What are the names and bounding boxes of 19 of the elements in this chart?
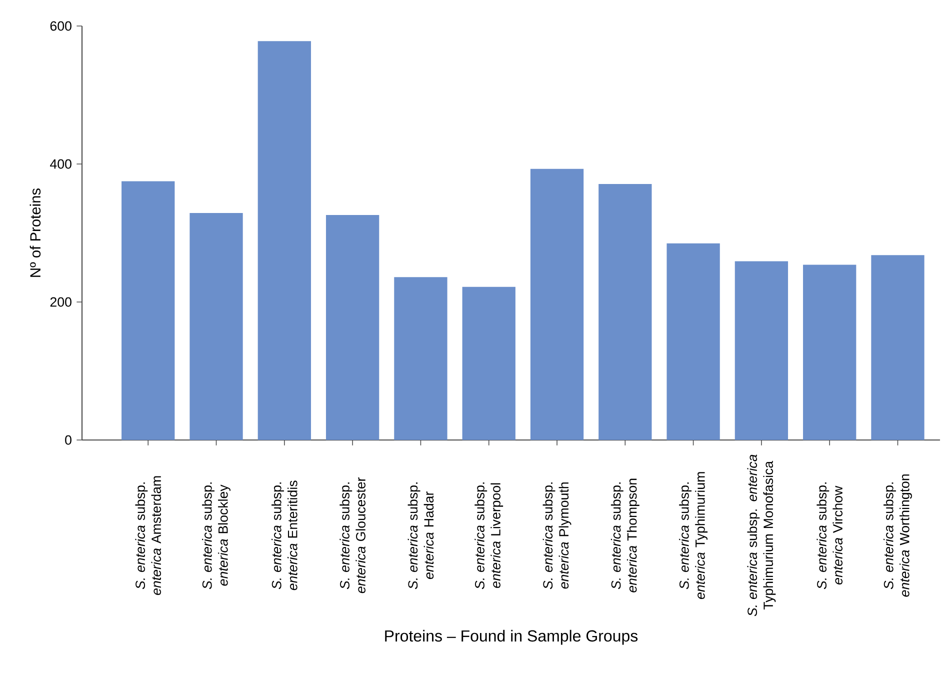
y-tick-label: 200 <box>50 297 72 307</box>
x-axis-title: Proteins – Found in Sample Groups <box>385 630 638 645</box>
bar <box>122 181 175 440</box>
bar <box>871 255 924 440</box>
bar <box>462 286 516 440</box>
y-tick-label: 400 <box>50 159 72 169</box>
x-tick-label: S. enterica subsp. enterica Hadar <box>408 482 434 590</box>
bar <box>190 212 243 440</box>
bar <box>394 277 448 440</box>
bar <box>326 215 380 440</box>
bar <box>530 168 584 440</box>
bar <box>803 264 856 440</box>
y-tick-label: 600 <box>50 21 72 31</box>
bar <box>666 243 720 440</box>
bar <box>734 261 788 440</box>
bar <box>258 41 311 440</box>
y-axis-title: Nº of Proteins <box>30 188 41 277</box>
bar <box>598 184 652 440</box>
y-tick-label: 0 <box>65 435 72 445</box>
